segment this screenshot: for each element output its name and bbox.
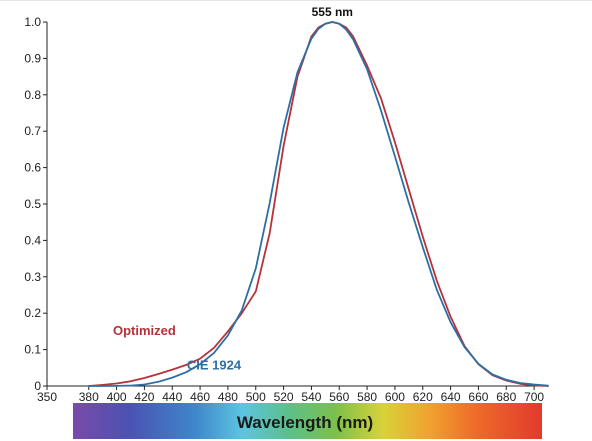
spectrum-colorbar: Wavelength (nm) [73, 403, 542, 439]
x-ticks: 350 380 400 420 440 460 480 500 520 540 560 580 600 6… [37, 386, 544, 404]
x-tick-label: 520 [274, 390, 294, 404]
x-tick-label: 350 [37, 390, 57, 404]
y-tick-label: 1.0 [24, 15, 41, 29]
series-line-cie-1924 [87, 21, 549, 387]
spectrum-bar [73, 403, 542, 439]
peak-annotation: 555 nm [312, 5, 353, 19]
y-tick-label: 0.6 [24, 161, 41, 175]
x-tick-label: 440 [162, 390, 182, 404]
series-label-cie-1924: CIE 1924 [187, 358, 242, 373]
y-tick-label: 0.3 [24, 270, 41, 284]
x-tick-label: 380 [79, 390, 99, 404]
y-tick-label: 0.8 [24, 88, 41, 102]
x-tick-label: 460 [190, 390, 210, 404]
y-ticks: 0 0.1 0.2 0.3 0.4 0.5 0.6 0.7 0.8 0.9 1.0 [24, 15, 47, 393]
y-tick-label: 0 [34, 379, 41, 393]
x-tick-label: 700 [524, 390, 544, 404]
x-tick-label: 480 [218, 390, 238, 404]
x-tick-label: 580 [357, 390, 377, 404]
x-tick-label: 640 [441, 390, 461, 404]
y-tick-label: 0.7 [24, 124, 41, 138]
x-tick-label: 540 [301, 390, 321, 404]
series-label-optimized: Optimized [113, 323, 176, 338]
series-group: Optimized CIE 1924 [87, 21, 549, 387]
y-tick-label: 0.9 [24, 51, 41, 65]
x-tick-label: 420 [134, 390, 154, 404]
y-tick-label: 0.1 [24, 343, 41, 357]
x-tick-label: 400 [107, 390, 127, 404]
top-divider [0, 0, 592, 1]
x-axis-label: Wavelength (nm) [237, 413, 373, 432]
x-tick-label: 660 [468, 390, 488, 404]
x-tick-label: 600 [385, 390, 405, 404]
y-tick-label: 0.2 [24, 306, 41, 320]
x-tick-label: 500 [246, 390, 266, 404]
x-tick-label: 680 [496, 390, 516, 404]
x-tick-label: 620 [413, 390, 433, 404]
y-tick-label: 0.4 [24, 233, 41, 247]
y-tick-label: 0.5 [24, 197, 41, 211]
x-tick-label: 560 [329, 390, 349, 404]
